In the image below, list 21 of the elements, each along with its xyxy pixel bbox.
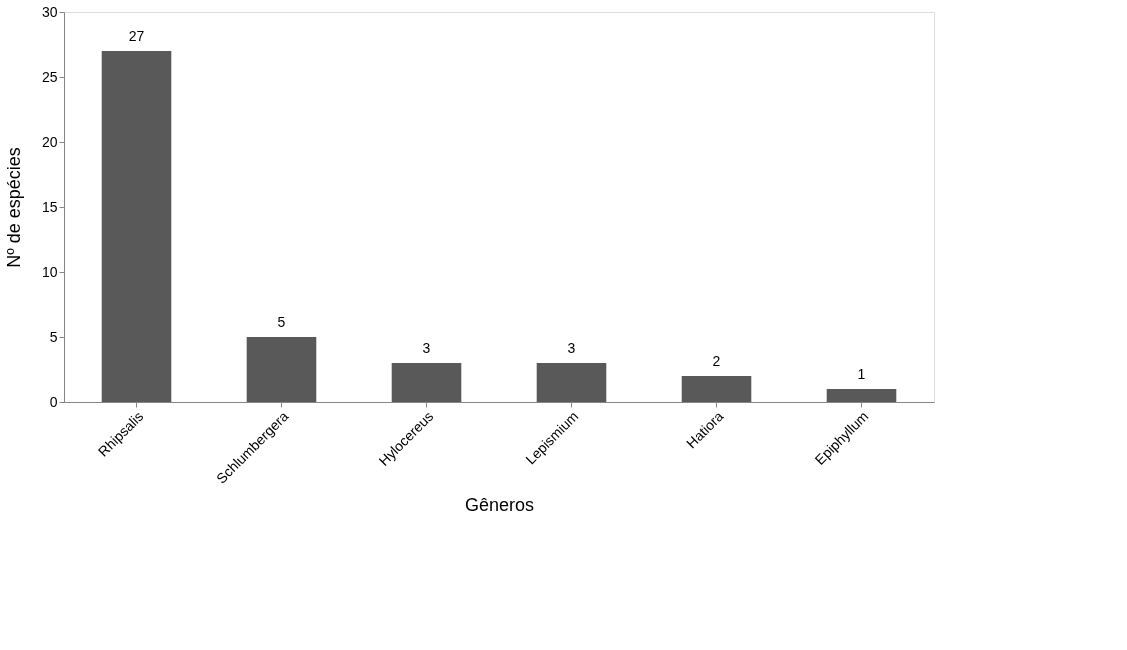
- y-tick-label: 30: [41, 3, 58, 20]
- bar: [246, 337, 317, 402]
- bar: [101, 51, 172, 402]
- data-label: 2: [712, 353, 721, 369]
- bar: [826, 389, 897, 402]
- data-label: 5: [277, 314, 286, 330]
- y-tick-label: 25: [41, 68, 58, 85]
- y-axis-title: Nº de espécies: [3, 147, 24, 268]
- bar: [681, 376, 752, 402]
- data-label: 3: [567, 340, 576, 356]
- y-tick-label: 20: [41, 133, 58, 150]
- x-axis-title: Gêneros: [464, 494, 535, 515]
- y-tick-label: 10: [41, 263, 58, 280]
- data-label: 27: [128, 28, 145, 44]
- y-tick-label: 5: [49, 328, 58, 345]
- bar: [536, 363, 607, 402]
- bar: [391, 363, 462, 402]
- y-tick-label: 0: [49, 393, 58, 410]
- y-tick-label: 15: [41, 198, 58, 215]
- data-label: 1: [857, 366, 866, 382]
- data-label: 3: [422, 340, 431, 356]
